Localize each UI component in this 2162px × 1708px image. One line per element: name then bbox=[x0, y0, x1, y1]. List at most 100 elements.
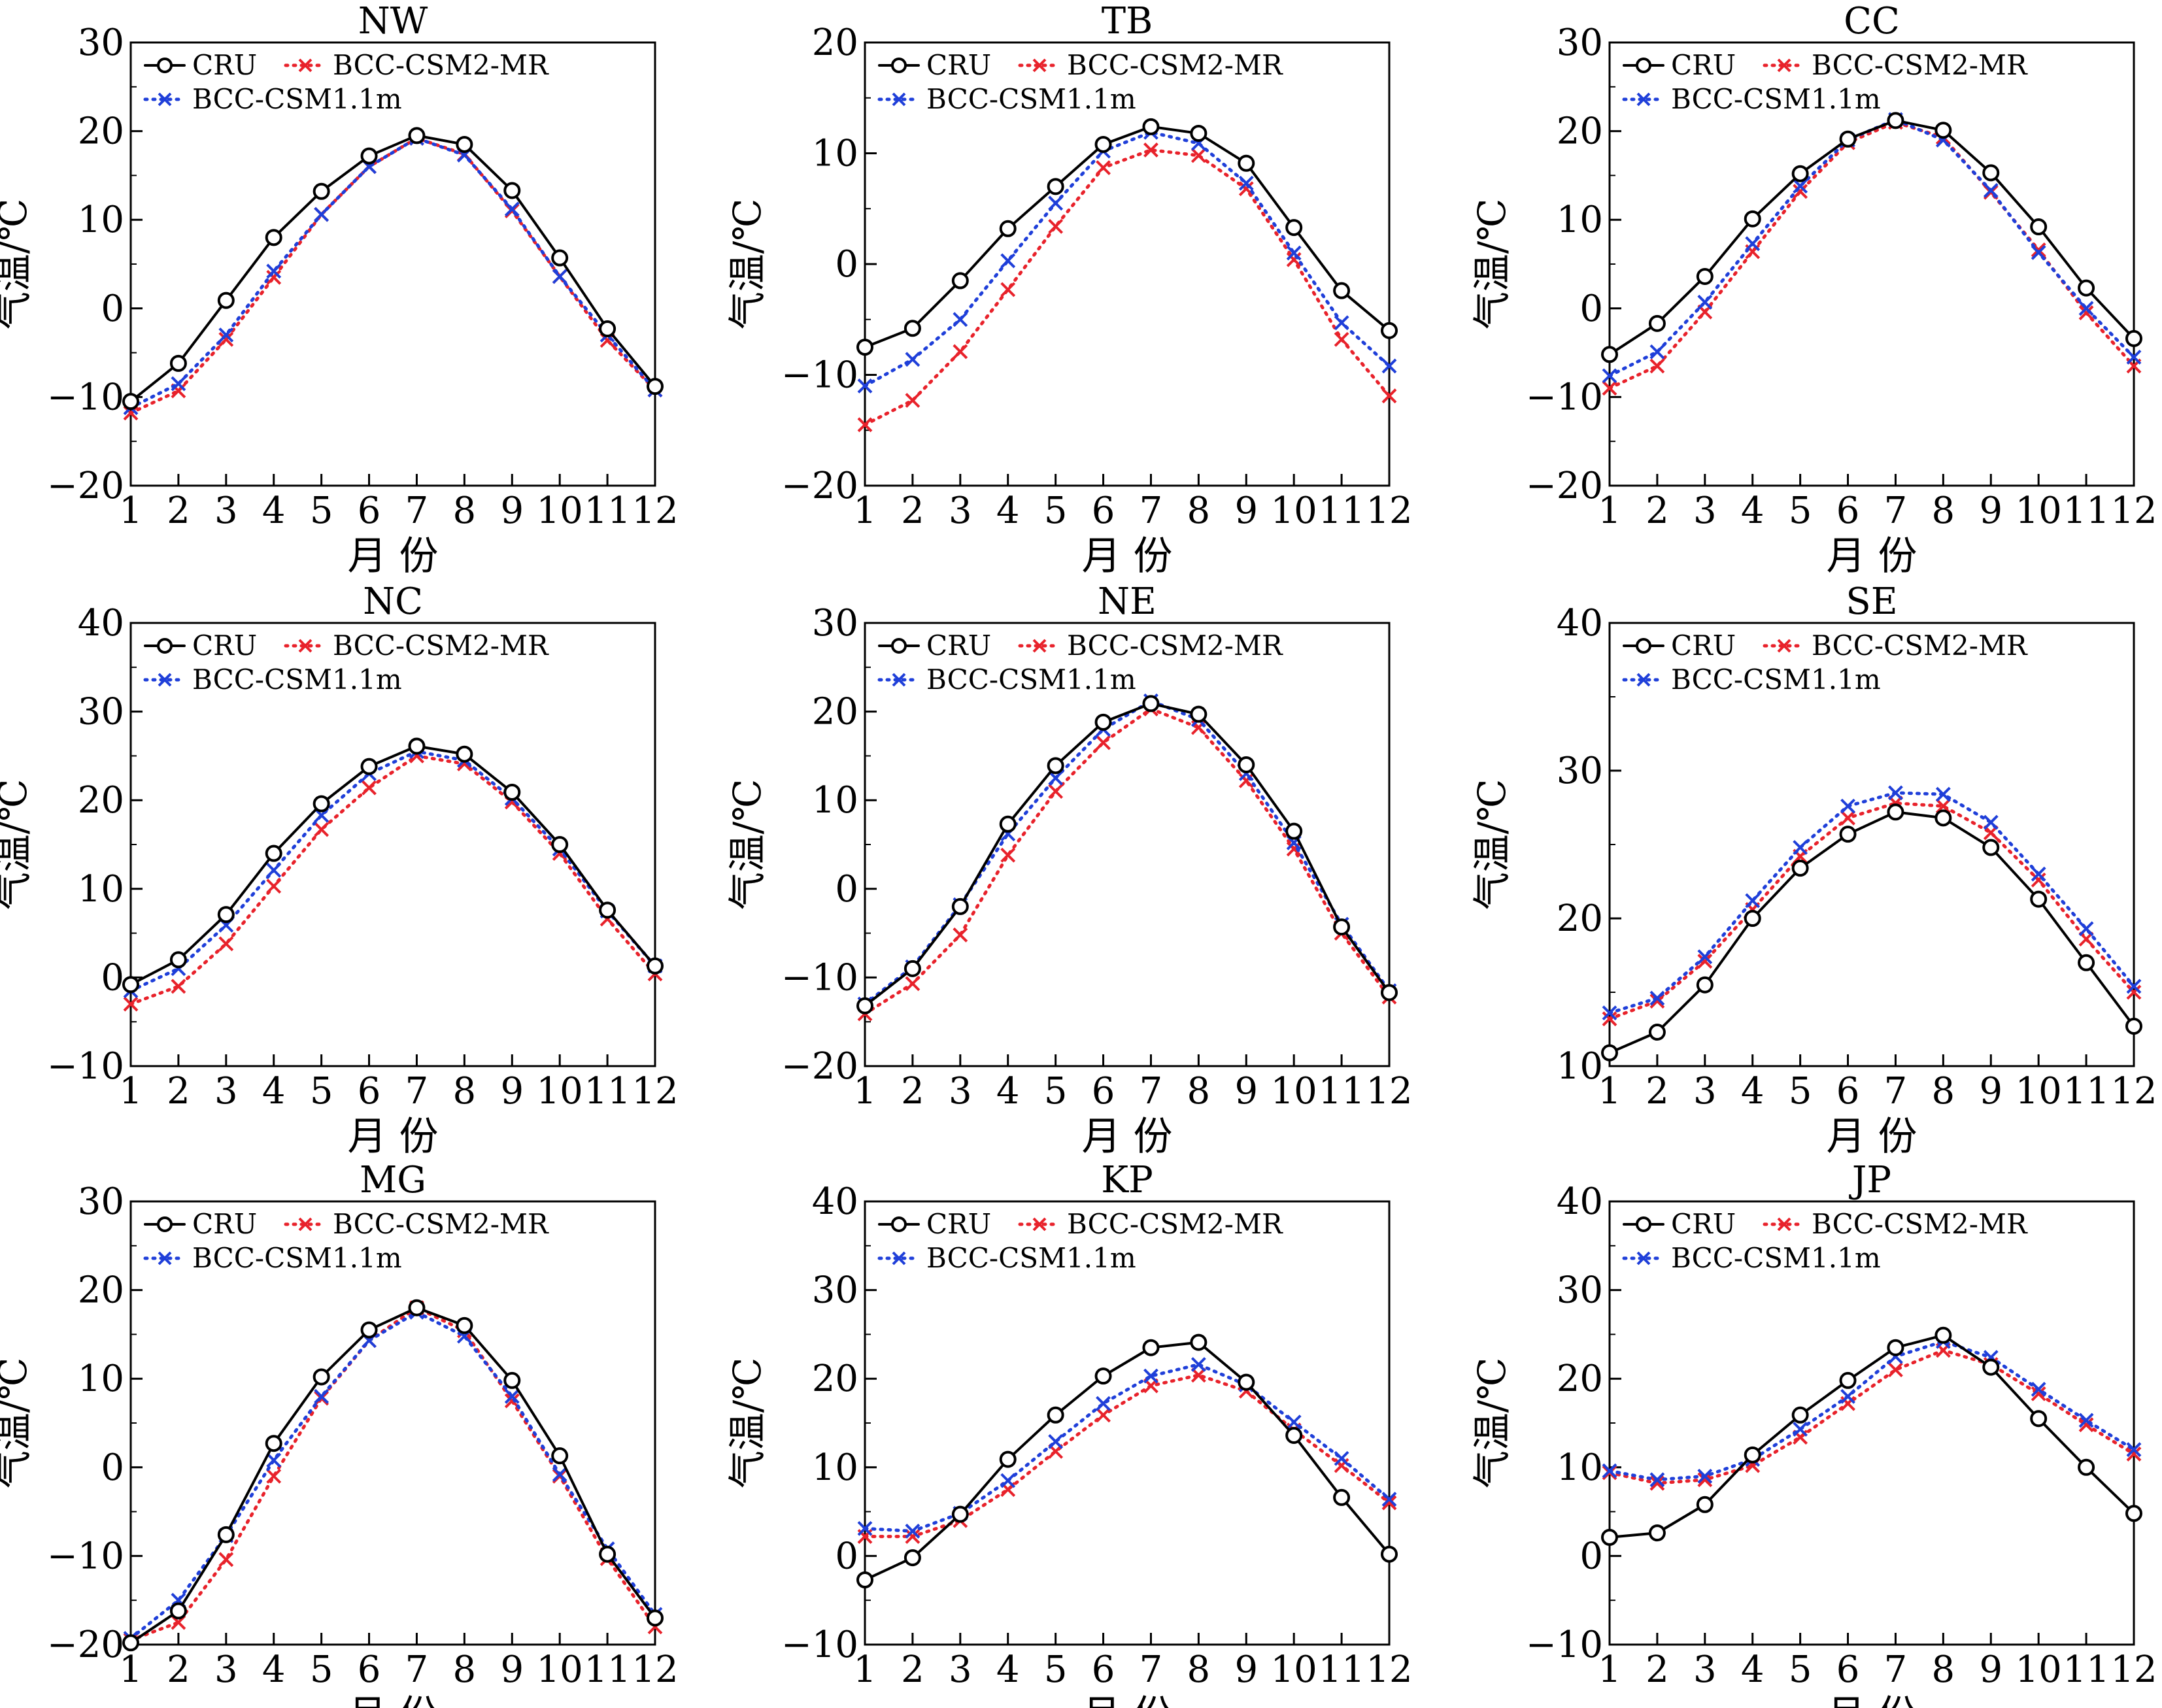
point-bcc-csm2-mr bbox=[266, 879, 282, 894]
point-cru bbox=[599, 901, 617, 919]
y-tick-label: −20 bbox=[47, 1624, 124, 1666]
x-axis-label: 月 份 bbox=[347, 1692, 438, 1708]
point-bcc-csm1.1m bbox=[1697, 1468, 1713, 1484]
legend-marker-cru bbox=[891, 638, 907, 654]
x-tick-label: 10 bbox=[537, 490, 583, 532]
point-cru bbox=[1190, 124, 1208, 142]
x-tick-label: 7 bbox=[1884, 1070, 1908, 1113]
x-axis-label: 月 份 bbox=[1081, 1692, 1172, 1708]
point-bcc-csm1.1m bbox=[1048, 195, 1064, 211]
x-tick-label: 4 bbox=[262, 1070, 286, 1113]
x-tick-label: 12 bbox=[632, 1649, 678, 1691]
y-tick-label: 40 bbox=[1557, 602, 1603, 645]
x-tick-label: 6 bbox=[1092, 1070, 1115, 1113]
point-bcc-csm1.1m bbox=[2126, 349, 2142, 365]
point-bcc-csm2-mr bbox=[266, 1468, 282, 1484]
point-cru bbox=[456, 1316, 473, 1334]
series-line-cru bbox=[129, 1306, 656, 1645]
point-bcc-csm1.1m bbox=[1602, 1005, 1617, 1021]
x-tick-label: 11 bbox=[584, 1070, 630, 1113]
point-cru bbox=[951, 272, 969, 290]
point-bcc-csm2-mr bbox=[1334, 331, 1349, 347]
series-line-bcc-csm1.1m bbox=[129, 1310, 657, 1641]
point-bcc-csm2-mr bbox=[1602, 1011, 1617, 1027]
legend-marker bbox=[1636, 673, 1651, 687]
point-bcc-csm2-mr bbox=[1096, 1407, 1111, 1423]
x-tick-label: 6 bbox=[358, 490, 381, 532]
x-tick-label: 3 bbox=[1693, 1649, 1717, 1691]
point-bcc-csm1.1m bbox=[1697, 949, 1713, 965]
x-tick-label: 7 bbox=[405, 1070, 429, 1113]
x-tick-label: 4 bbox=[1741, 490, 1765, 532]
y-tick-label: 40 bbox=[78, 602, 124, 645]
point-cru bbox=[1887, 803, 1904, 821]
x-tick-label: 1 bbox=[1598, 1070, 1621, 1113]
y-axis-label: 气温/℃ bbox=[725, 199, 769, 329]
x-tick-label: 5 bbox=[1044, 1070, 1068, 1113]
point-cru bbox=[1142, 1339, 1160, 1356]
x-tick-label: 8 bbox=[453, 490, 477, 532]
y-tick-label: 0 bbox=[1579, 1535, 1603, 1577]
point-cru bbox=[265, 1435, 282, 1452]
point-bcc-csm2-mr bbox=[1840, 810, 1855, 826]
y-tick-label: 20 bbox=[1557, 110, 1603, 153]
point-cru bbox=[1094, 135, 1112, 153]
y-tick-label: −20 bbox=[781, 1045, 858, 1088]
legend-marker bbox=[1032, 639, 1047, 653]
series-line-cru bbox=[864, 125, 1391, 349]
legend-marker bbox=[298, 58, 312, 73]
y-tick-label: 10 bbox=[812, 779, 858, 822]
y-tick-label: 0 bbox=[1579, 288, 1603, 330]
legend-marker bbox=[298, 1217, 312, 1231]
y-tick-label: 10 bbox=[78, 1358, 124, 1400]
point-cru bbox=[1696, 267, 1714, 285]
point-bcc-csm2-mr bbox=[1334, 1458, 1349, 1473]
y-tick-label: 0 bbox=[835, 868, 858, 911]
x-tick-label: 7 bbox=[1140, 1070, 1163, 1113]
point-bcc-csm1.1m bbox=[1286, 245, 1302, 261]
point-bcc-csm1.1m bbox=[552, 269, 567, 284]
point-cru bbox=[1744, 210, 1761, 227]
point-cru bbox=[408, 1299, 426, 1316]
y-tick-label: 30 bbox=[1557, 1269, 1603, 1312]
x-tick-label: 4 bbox=[1741, 1649, 1765, 1691]
x-tick-label: 4 bbox=[996, 1070, 1020, 1113]
series-line-cru bbox=[129, 134, 656, 403]
point-bcc-csm2-mr bbox=[1238, 773, 1254, 788]
x-tick-label: 3 bbox=[1693, 490, 1717, 532]
point-cru bbox=[1696, 976, 1714, 994]
y-tick-label: −20 bbox=[781, 465, 858, 507]
y-tick-label: 0 bbox=[101, 956, 124, 999]
x-tick-label: 8 bbox=[1187, 1070, 1211, 1113]
legend-marker bbox=[1777, 1217, 1791, 1231]
x-tick-label: 1 bbox=[853, 1649, 877, 1691]
x-tick-label: 5 bbox=[1044, 1649, 1068, 1691]
x-tick-label: 9 bbox=[500, 1649, 524, 1691]
point-bcc-csm2-mr bbox=[362, 780, 377, 795]
point-bcc-csm2-mr bbox=[123, 996, 139, 1012]
point-bcc-csm2-mr bbox=[905, 393, 921, 408]
point-bcc-csm1.1m bbox=[1334, 1450, 1349, 1466]
panel-title: NW bbox=[358, 0, 428, 42]
y-tick-label: 30 bbox=[812, 1269, 858, 1312]
legend-label: CRU bbox=[1671, 629, 1736, 661]
y-tick-label: −20 bbox=[47, 465, 124, 507]
x-tick-label: 12 bbox=[2110, 1070, 2157, 1113]
legend-label: BCC-CSM2-MR bbox=[1812, 1208, 2028, 1240]
point-bcc-csm2-mr bbox=[1935, 798, 1951, 814]
y-tick-label: 20 bbox=[812, 1358, 858, 1400]
legend-label: CRU bbox=[192, 1208, 257, 1240]
point-cru bbox=[599, 320, 617, 337]
series-line-bcc-csm2-mr bbox=[129, 136, 657, 415]
series-line-bcc-csm2-mr bbox=[129, 1305, 657, 1642]
point-cru bbox=[265, 845, 282, 862]
legend-label: BCC-CSM1.1m bbox=[926, 1242, 1136, 1274]
point-cru bbox=[2030, 1410, 2048, 1428]
x-tick-label: 2 bbox=[167, 490, 190, 532]
y-tick-label: −20 bbox=[1526, 465, 1603, 507]
y-axis-label: 气温/℃ bbox=[0, 1358, 35, 1488]
x-tick-label: 11 bbox=[2063, 1649, 2109, 1691]
point-cru bbox=[503, 1371, 521, 1389]
